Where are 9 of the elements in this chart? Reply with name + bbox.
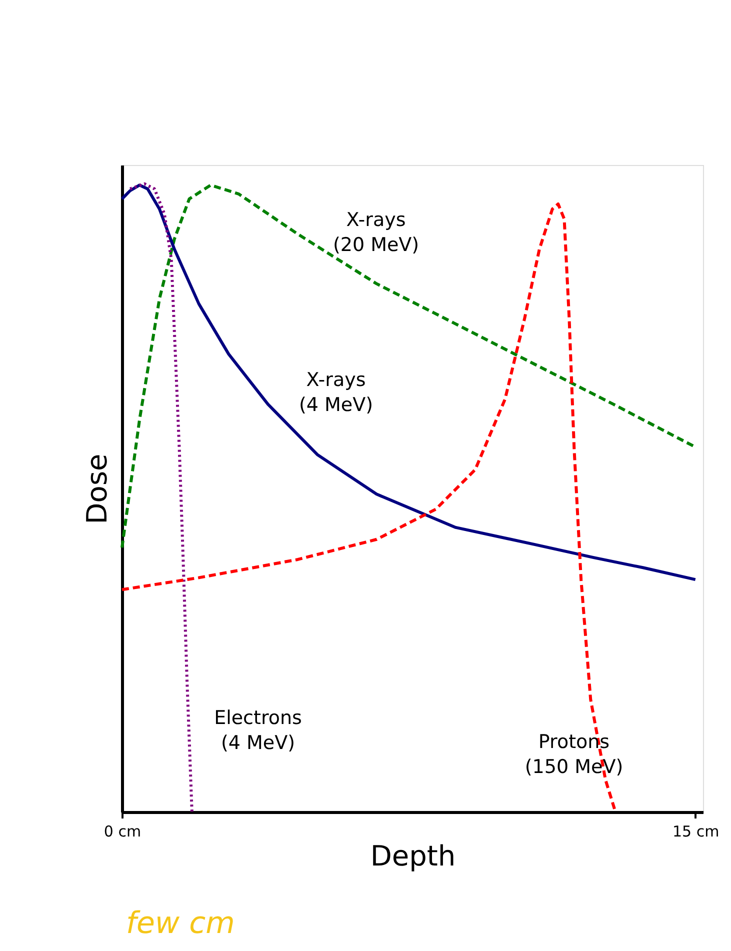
x-axis-title: Depth: [370, 840, 456, 872]
text: few cm: [126, 906, 235, 941]
x-tick-label: 15 cm: [672, 822, 720, 840]
y-axis-title: Dose: [80, 454, 114, 524]
series-label: X-rays (20 MeV): [332, 209, 420, 256]
series-label: Electrons (4 MeV): [214, 707, 302, 754]
series-label: X-rays (4 MeV): [298, 369, 374, 416]
series-label: Protons (150 MeV): [524, 731, 624, 778]
x-tick-label: 0 cm: [104, 822, 142, 840]
